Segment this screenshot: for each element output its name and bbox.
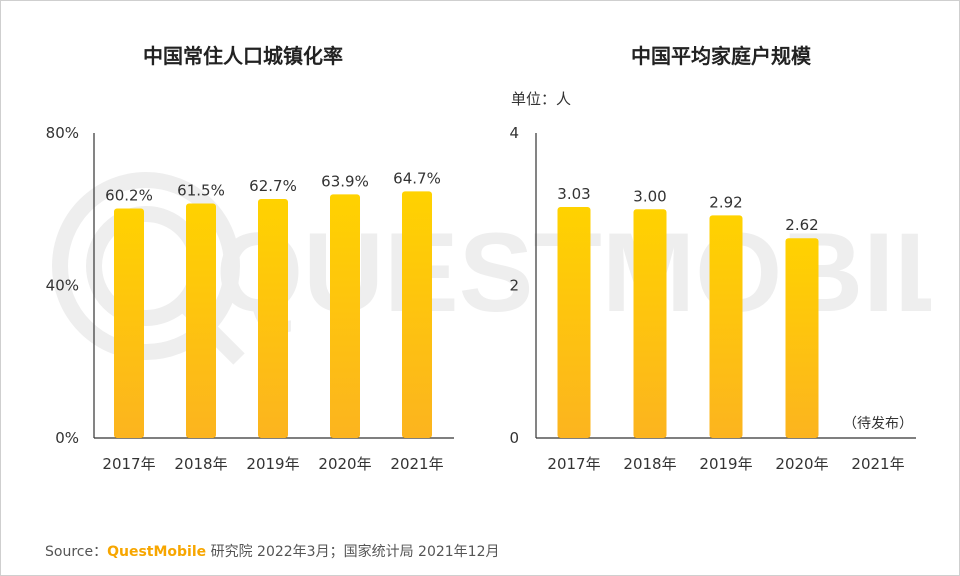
c2-value-label: 3.00 <box>633 187 666 205</box>
c2-x-tick-label: 2020年 <box>775 455 828 473</box>
c2-y-tick-label: 2 <box>509 277 519 295</box>
c1-value-label: 64.7% <box>393 169 441 187</box>
c1-x-tick-label: 2017年 <box>102 455 155 473</box>
c2-bar <box>785 238 819 438</box>
c1-bar <box>330 194 360 438</box>
c2-y-tick-label: 4 <box>509 124 519 142</box>
c1-y-tick-label: 40% <box>46 277 79 295</box>
c1-value-label: 60.2% <box>105 186 153 204</box>
c2-unit-label: 单位：人 <box>511 90 571 108</box>
source-prefix: Source： <box>45 544 108 560</box>
c2-bar <box>709 215 743 438</box>
c1-x-tick-label: 2018年 <box>174 455 227 473</box>
c1-x-tick-label: 2021年 <box>390 455 443 473</box>
c1-title: 中国常住人口城镇化率 <box>143 44 343 68</box>
c2-x-tick-label: 2017年 <box>547 455 600 473</box>
c2-bar <box>633 209 667 438</box>
c1-bar <box>114 208 144 438</box>
c1-bar <box>402 191 432 438</box>
c2-x-tick-label: 2019年 <box>699 455 752 473</box>
c2-value-label: 2.62 <box>785 216 818 234</box>
c1-value-label: 63.9% <box>321 172 369 190</box>
c1-y-tick-label: 80% <box>46 124 79 142</box>
c1-bar <box>186 203 216 438</box>
source-brand: QuestMobile <box>107 544 207 560</box>
c1-bar <box>258 198 288 438</box>
source-note: Source：QuestMobile 研究院 2022年3月；国家统计局 202… <box>45 541 500 561</box>
c1-value-label: 61.5% <box>177 182 225 200</box>
c1-y-tick-label: 0% <box>55 429 79 447</box>
c2-title: 中国平均家庭户规模 <box>631 44 812 68</box>
chart-canvas: 中国常住人口城镇化率 0% 40% 80% 60.2% 2017年 61.5% 2018年 62… <box>46 44 916 473</box>
c2-x-tick-label: 2018年 <box>623 455 676 473</box>
c2-bar <box>557 206 591 438</box>
source-rest: 研究院 2022年3月；国家统计局 2021年12月 <box>206 544 500 560</box>
c2-pending-label: （待发布） <box>843 416 913 432</box>
c2-x-tick-label: 2021年 <box>851 455 904 473</box>
c2-y-tick-label: 0 <box>509 429 519 447</box>
c1-value-label: 62.7% <box>249 177 297 195</box>
c1-x-tick-label: 2019年 <box>246 455 299 473</box>
c2-value-label: 3.03 <box>557 185 590 203</box>
c1-x-tick-label: 2020年 <box>318 455 371 473</box>
c2-value-label: 2.92 <box>709 193 742 211</box>
